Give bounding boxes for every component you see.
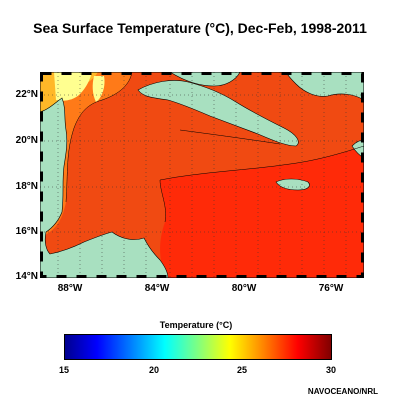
colorbar-tick-15: 15 [58, 365, 69, 375]
colorbar-tick-30: 30 [325, 365, 336, 375]
colorbar [64, 334, 332, 360]
contour-line-3 [159, 179, 166, 223]
land-cuba [137, 80, 299, 147]
lon-label-76w: 76°W [318, 283, 344, 294]
land-top-right [285, 72, 364, 101]
lat-label-16n: 16°N [15, 226, 38, 237]
lon-label-80w: 80°W [231, 283, 257, 294]
cool-shelf-west-inner [40, 72, 98, 182]
lat-label-18n: 18°N [15, 181, 38, 192]
lat-label-20n: 20°N [15, 135, 38, 146]
lat-label-14n: 14°N [15, 271, 38, 282]
colorbar-label: Temperature (°C) [159, 320, 233, 330]
credit-text: NAVOCEANO/NRL [307, 387, 378, 396]
contour-line-1 [65, 72, 133, 203]
pale-water-ne [92, 76, 105, 102]
pale-water-nw [54, 72, 92, 101]
land-top-mid [169, 72, 241, 87]
map-frame [40, 72, 364, 278]
contour-line-2 [159, 145, 364, 181]
land-yucatan [40, 97, 169, 278]
page-title: Sea Surface Temperature (°C), Dec-Feb, 1… [33, 20, 367, 36]
lon-label-84w: 84°W [144, 283, 170, 294]
lat-label-22n: 22°N [15, 89, 38, 100]
colorbar-tick-25: 25 [236, 365, 247, 375]
lon-label-88w: 88°W [57, 283, 83, 294]
contour-line-4 [179, 129, 281, 145]
sst-map [40, 72, 364, 278]
colorbar-tick-20: 20 [148, 365, 159, 375]
warm-pool [160, 146, 364, 278]
